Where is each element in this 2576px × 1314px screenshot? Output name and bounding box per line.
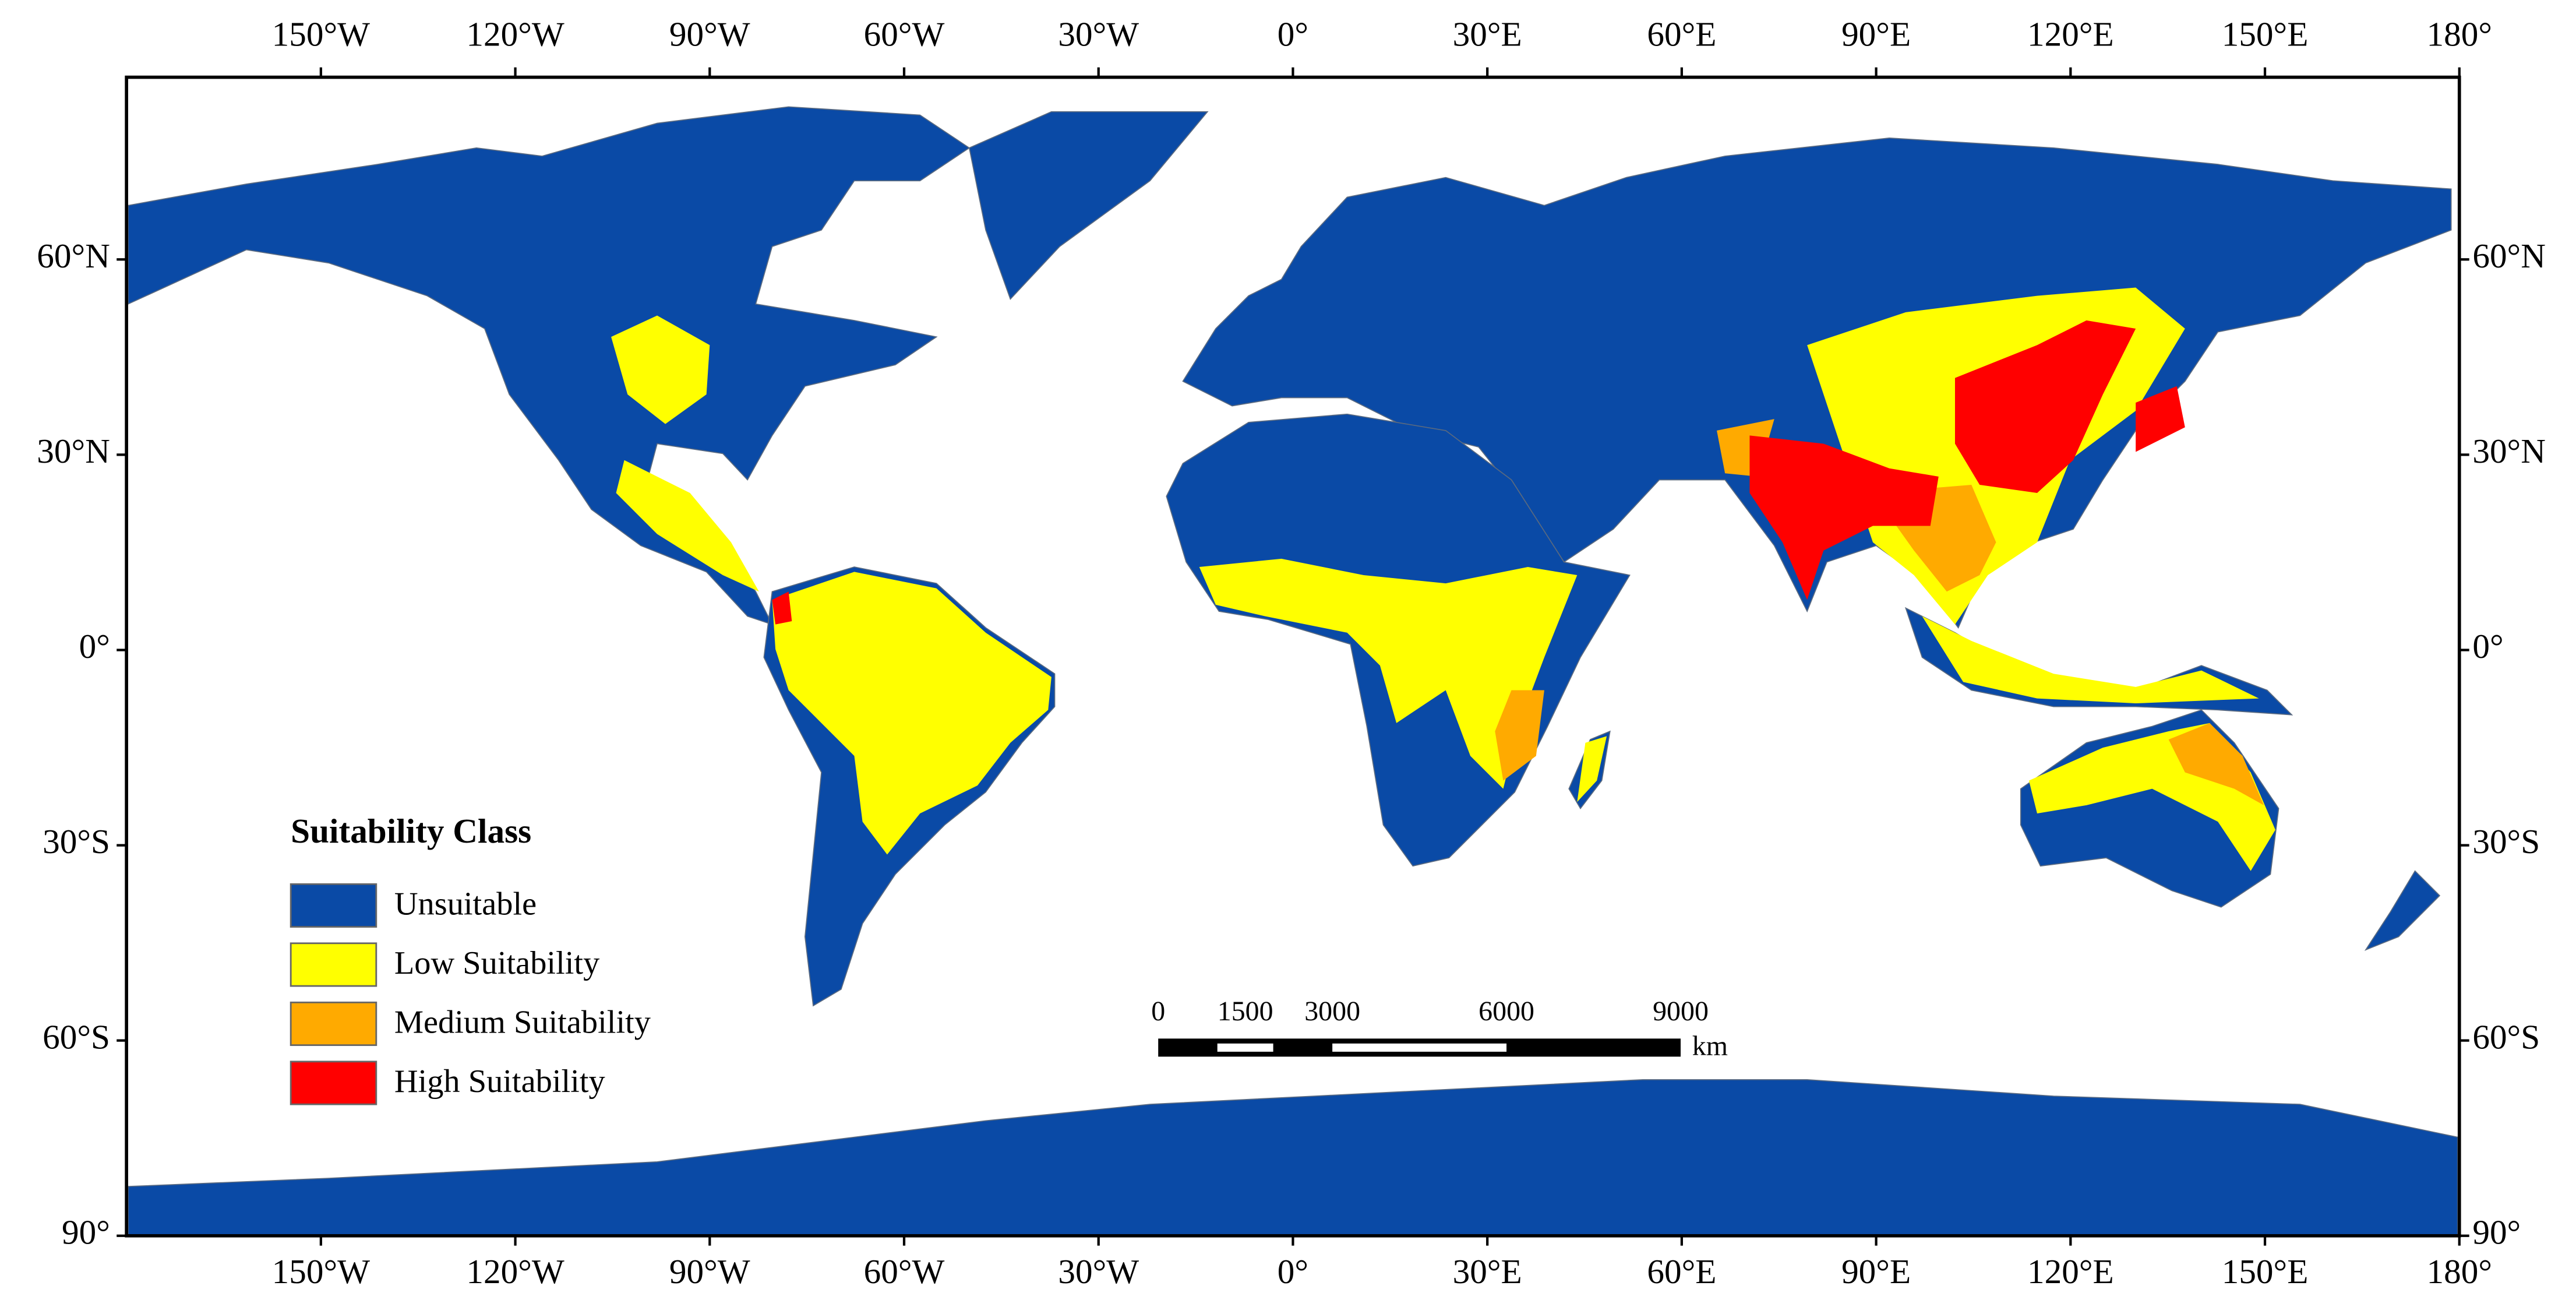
low-suitability-area (772, 572, 1051, 855)
lon-label-top: 150°E (2222, 15, 2309, 53)
scale-bar: km 0 1500 3000 6000 9000 (1151, 996, 1728, 1061)
lon-label-top: 60°E (1647, 15, 1716, 53)
lat-label-right: 30°N (2472, 432, 2546, 470)
lat-label-right: 90° (2472, 1213, 2521, 1251)
lat-label-left: 30°N (37, 432, 110, 470)
graticule-labels: 150°W 150°W 120°W 120°W 90°W 90°W 60°W 60°W 30°W… (37, 15, 2546, 1291)
legend-label: Medium Suitability (394, 1005, 651, 1041)
medium-suitability-area (2168, 723, 2264, 805)
low-suitability-area (1577, 736, 1607, 802)
high-suitability-area (2136, 386, 2185, 452)
lon-label-bottom: 90°W (669, 1252, 750, 1291)
lon-label-bottom: 0° (1278, 1252, 1308, 1291)
legend-label: Low Suitability (394, 945, 599, 981)
lat-label-right: 60°N (2472, 237, 2546, 275)
legend-title: Suitability Class (291, 812, 531, 850)
lon-label-top: 60°W (864, 15, 945, 53)
lat-label-left: 30°S (43, 822, 110, 861)
lon-label-top: 120°W (466, 15, 564, 53)
scale-bar-label: 9000 (1653, 996, 1709, 1027)
scale-bar-label: 1500 (1218, 996, 1273, 1027)
scale-bar-segment (1217, 1043, 1273, 1052)
low-suitability-area (1199, 558, 1578, 789)
low-suitability-area (1922, 616, 2259, 704)
scale-bar-unit: km (1692, 1030, 1728, 1061)
low-suitability-area (616, 460, 759, 592)
high-suitability-area (1749, 435, 1939, 600)
lat-label-right: 30°S (2472, 822, 2540, 861)
legend-label: Unsuitable (394, 886, 537, 922)
scale-bar-label: 0 (1151, 996, 1165, 1027)
scale-bar-label: 6000 (1478, 996, 1534, 1027)
low-suitability-area (611, 315, 710, 424)
scale-bar-segment (1332, 1043, 1507, 1052)
legend-label: High Suitability (394, 1063, 605, 1100)
high-suitability-area (1954, 320, 2136, 494)
lon-label-bottom: 150°W (272, 1252, 370, 1291)
lon-label-bottom: 180° (2427, 1252, 2493, 1291)
legend-swatch (290, 942, 377, 987)
new-zealand (2364, 870, 2441, 951)
lon-label-bottom: 60°E (1647, 1252, 1716, 1291)
high-suitability-area (772, 591, 792, 625)
lon-label-top: 180° (2427, 15, 2493, 53)
lat-label-right: 0° (2472, 627, 2503, 665)
lon-label-top: 120°E (2027, 15, 2114, 53)
antarctica (128, 1079, 2458, 1237)
scale-bar-label: 3000 (1304, 996, 1360, 1027)
lon-label-bottom: 120°W (466, 1252, 564, 1291)
lon-label-top: 0° (1278, 15, 1308, 53)
legend-swatch (290, 1061, 377, 1105)
legend: Suitability Class Unsuitable Low Suitabil… (290, 812, 651, 1105)
lon-label-top: 30°E (1453, 15, 1522, 53)
legend-swatch (290, 1001, 377, 1047)
legend-swatch (290, 883, 377, 928)
lon-label-bottom: 120°E (2027, 1252, 2114, 1291)
lat-label-left: 0° (79, 627, 110, 665)
lon-label-top: 150°W (272, 15, 370, 53)
lon-label-top: 30°W (1058, 15, 1139, 53)
medium-suitability-area (1495, 690, 1544, 781)
lon-label-bottom: 60°W (864, 1252, 945, 1291)
lat-label-right: 60°S (2472, 1017, 2540, 1056)
lon-label-top: 90°E (1841, 15, 1911, 53)
lat-label-left: 60°N (37, 237, 110, 275)
lon-label-top: 90°W (669, 15, 750, 53)
lat-label-left: 90° (62, 1213, 110, 1251)
north-america (128, 106, 971, 626)
greenland (968, 111, 1209, 300)
lon-label-bottom: 150°E (2222, 1252, 2309, 1291)
lon-label-bottom: 30°E (1453, 1252, 1522, 1291)
lon-label-bottom: 30°W (1058, 1252, 1139, 1291)
lat-label-left: 60°S (43, 1017, 110, 1056)
landmasses (128, 106, 2458, 1237)
lon-label-bottom: 90°E (1841, 1252, 1911, 1291)
